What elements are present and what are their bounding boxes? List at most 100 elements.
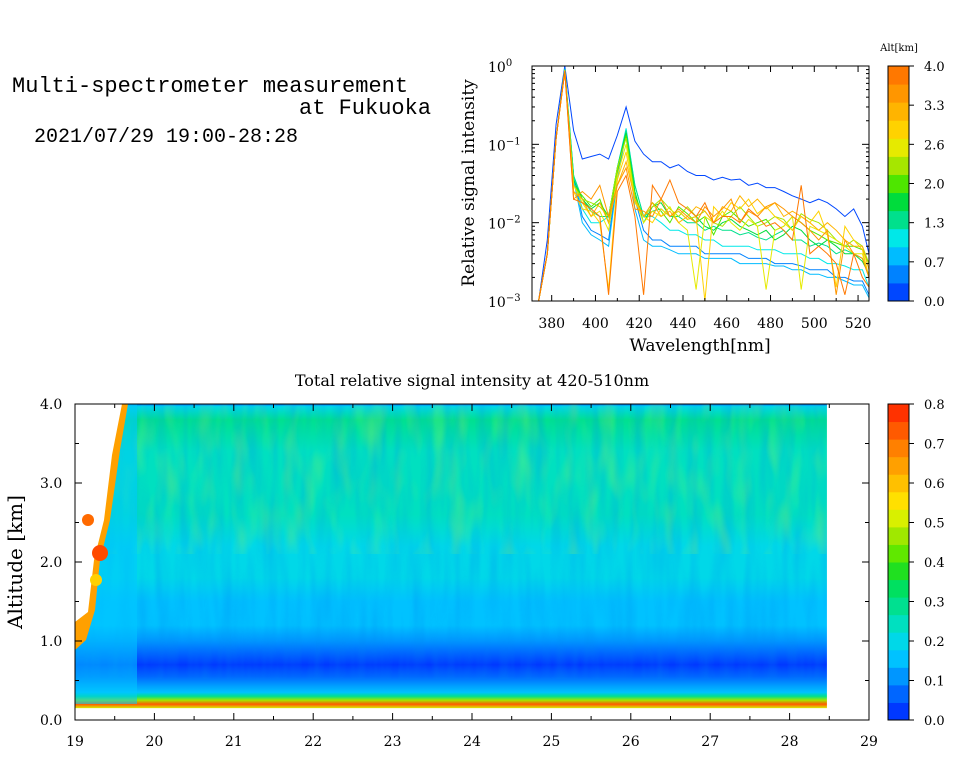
heatmap-y-ticks: 0.0 1.0 2.0 3.0 4.0 (40, 397, 869, 729)
spectrum-plot-frame (531, 65, 870, 302)
spectrum-x-tick-label-6: 500 (801, 316, 828, 332)
spectrum-series-line-1 (538, 68, 870, 302)
heatmap-y-tick-label-3: 3.0 (40, 476, 62, 492)
heatmap-x-tick-label-1: 20 (145, 734, 163, 750)
altitude-colorbar-ticks: 4.0 3.3 2.6 2.0 1.3 0.7 0.0 (909, 60, 945, 310)
spectrum-series-line-10 (538, 71, 870, 302)
value-colorbar-segment-0 (888, 702, 909, 721)
value-colorbar-segment-3 (888, 649, 909, 668)
value-colorbar-tick-label-7: 0.1 (924, 675, 945, 690)
heatmap-x-tick-label-4: 23 (384, 734, 402, 750)
spectrum-series-line-6 (538, 70, 870, 302)
spectrum-x-ticks: 380 400 420 440 460 480 500 520 (538, 66, 871, 332)
heatmap-title: Total relative signal intensity at 420-5… (295, 371, 649, 390)
spectrum-series-line-4 (538, 69, 870, 302)
value-colorbar-segment-6 (888, 597, 909, 616)
heatmap-x-tick-label-9: 28 (781, 734, 799, 750)
value-colorbar-tick-label-4: 0.4 (924, 556, 945, 571)
spectrum-series-line-2 (538, 69, 870, 302)
heatmap-y-tick-label-2: 2.0 (40, 555, 62, 571)
artifact-hotspot-2 (82, 514, 94, 526)
value-colorbar-tick-label-0: 0.8 (924, 398, 945, 413)
heatmap-y-tick-label-4: 4.0 (40, 397, 62, 413)
altitude-colorbar-tick-label-2: 2.6 (924, 138, 945, 153)
altitude-colorbar-segment-9 (888, 120, 909, 139)
altitude-colorbar-segment-1 (888, 264, 909, 284)
spectrum-series-line-12 (538, 71, 870, 302)
altitude-colorbar-tick-label-4: 1.3 (924, 217, 945, 232)
artifact-missing-data (75, 404, 122, 622)
artifact-hotspot-3 (90, 574, 102, 586)
value-colorbar-tick-label-2: 0.6 (924, 477, 945, 492)
value-colorbar-segment-14 (888, 456, 909, 475)
spectrum-x-tick-label-4: 460 (713, 316, 740, 332)
heatmap-chart: 19 20 21 22 23 24 25 26 27 28 29 0.0 1.0 2.0 3.0 4.0 T… (3, 371, 945, 750)
figure-title-line2: at Fukuoka (299, 96, 432, 121)
altitude-colorbar-tick-label-0: 4.0 (924, 60, 945, 75)
figure-datetime: 2021/07/29 19:00-28:28 (34, 126, 299, 149)
altitude-colorbar-segment-8 (888, 138, 909, 157)
value-colorbar-segment-12 (888, 491, 909, 510)
value-colorbar-segment-7 (888, 579, 909, 598)
altitude-colorbar-segment-10 (888, 102, 909, 121)
value-colorbar (888, 404, 909, 721)
heatmap-x-tick-label-6: 25 (542, 734, 560, 750)
value-colorbar-tick-label-3: 0.5 (924, 517, 945, 532)
value-colorbar-tick-label-8: 0.0 (924, 714, 945, 729)
altitude-colorbar-tick-label-5: 0.7 (924, 256, 945, 271)
heatmap-x-tick-label-10: 29 (860, 734, 878, 750)
value-colorbar-segment-17 (888, 404, 909, 423)
spectrum-y-tick-label-1: 10−1 (488, 136, 521, 154)
spectrum-y-tick-label-3: 10−3 (488, 293, 521, 311)
value-colorbar-segment-4 (888, 632, 909, 651)
heatmap-x-tick-label-0: 19 (66, 734, 84, 750)
altitude-colorbar-segment-7 (888, 156, 909, 175)
spectrum-y-tick-label-0: 100 (488, 58, 512, 76)
heatmap-x-ticks: 19 20 21 22 23 24 25 26 27 28 29 (66, 404, 878, 750)
value-colorbar-segment-8 (888, 562, 909, 581)
value-colorbar-ticks: 0.8 0.7 0.6 0.5 0.4 0.3 0.2 0.1 0.0 (909, 398, 945, 729)
heatmap-x-tick-label-5: 24 (463, 734, 481, 750)
value-colorbar-segment-1 (888, 684, 909, 703)
altitude-colorbar-segment-5 (888, 192, 909, 212)
altitude-colorbar-label: Alt[km] (879, 43, 918, 54)
spectrum-series-line-11 (538, 71, 870, 302)
value-colorbar-segment-11 (888, 509, 909, 528)
spectrum-y-axis-label: Relative signal intensity (459, 79, 479, 287)
altitude-colorbar-segment-4 (888, 210, 909, 230)
spectrum-series-line-0 (538, 65, 870, 302)
spectrum-chart: 380 400 420 440 460 480 500 520 100 10−1 10−2 10−3… (459, 43, 945, 356)
value-colorbar-segment-2 (888, 667, 909, 686)
spectrum-y-tick-label-2: 10−2 (488, 215, 521, 233)
value-colorbar-tick-label-5: 0.3 (924, 596, 945, 611)
spectrum-x-tick-label-1: 400 (582, 316, 609, 332)
altitude-colorbar-segment-6 (888, 174, 909, 194)
altitude-colorbar-tick-label-1: 3.3 (924, 99, 945, 114)
altitude-colorbar-tick-label-6: 0.0 (924, 295, 945, 310)
spectrum-series-group (538, 65, 870, 302)
heatmap-x-tick-label-7: 26 (622, 734, 640, 750)
spectrum-series-line-9 (538, 71, 870, 302)
artifact-hotspot-1 (92, 545, 108, 561)
spectrum-x-tick-label-2: 420 (626, 316, 653, 332)
spectrum-series-line-5 (538, 69, 870, 302)
value-colorbar-segment-16 (888, 421, 909, 440)
heatmap-x-tick-label-3: 22 (304, 734, 322, 750)
value-colorbar-tick-label-1: 0.7 (924, 438, 945, 453)
heatmap-y-axis-label: Altitude [km] (3, 495, 27, 630)
spectrum-x-tick-label-0: 380 (538, 316, 565, 332)
value-colorbar-segment-5 (888, 614, 909, 633)
spectrum-series-line-8 (538, 70, 870, 302)
altitude-colorbar-segment-2 (888, 246, 909, 266)
heatmap-x-tick-label-8: 27 (701, 734, 719, 750)
heatmap-left-artifact (75, 404, 137, 704)
spectrum-y-ticks: 100 10−1 10−2 10−3 (488, 58, 869, 311)
heatmap-y-tick-label-0: 0.0 (40, 713, 62, 729)
value-colorbar-segment-9 (888, 544, 909, 563)
altitude-colorbar-segment-11 (888, 84, 909, 103)
heatmap-x-tick-label-2: 21 (225, 734, 243, 750)
value-colorbar-tick-label-6: 0.2 (924, 635, 945, 650)
spectrum-x-axis-label: Wavelength[nm] (629, 336, 770, 356)
spectrum-x-tick-label-7: 520 (845, 316, 872, 332)
